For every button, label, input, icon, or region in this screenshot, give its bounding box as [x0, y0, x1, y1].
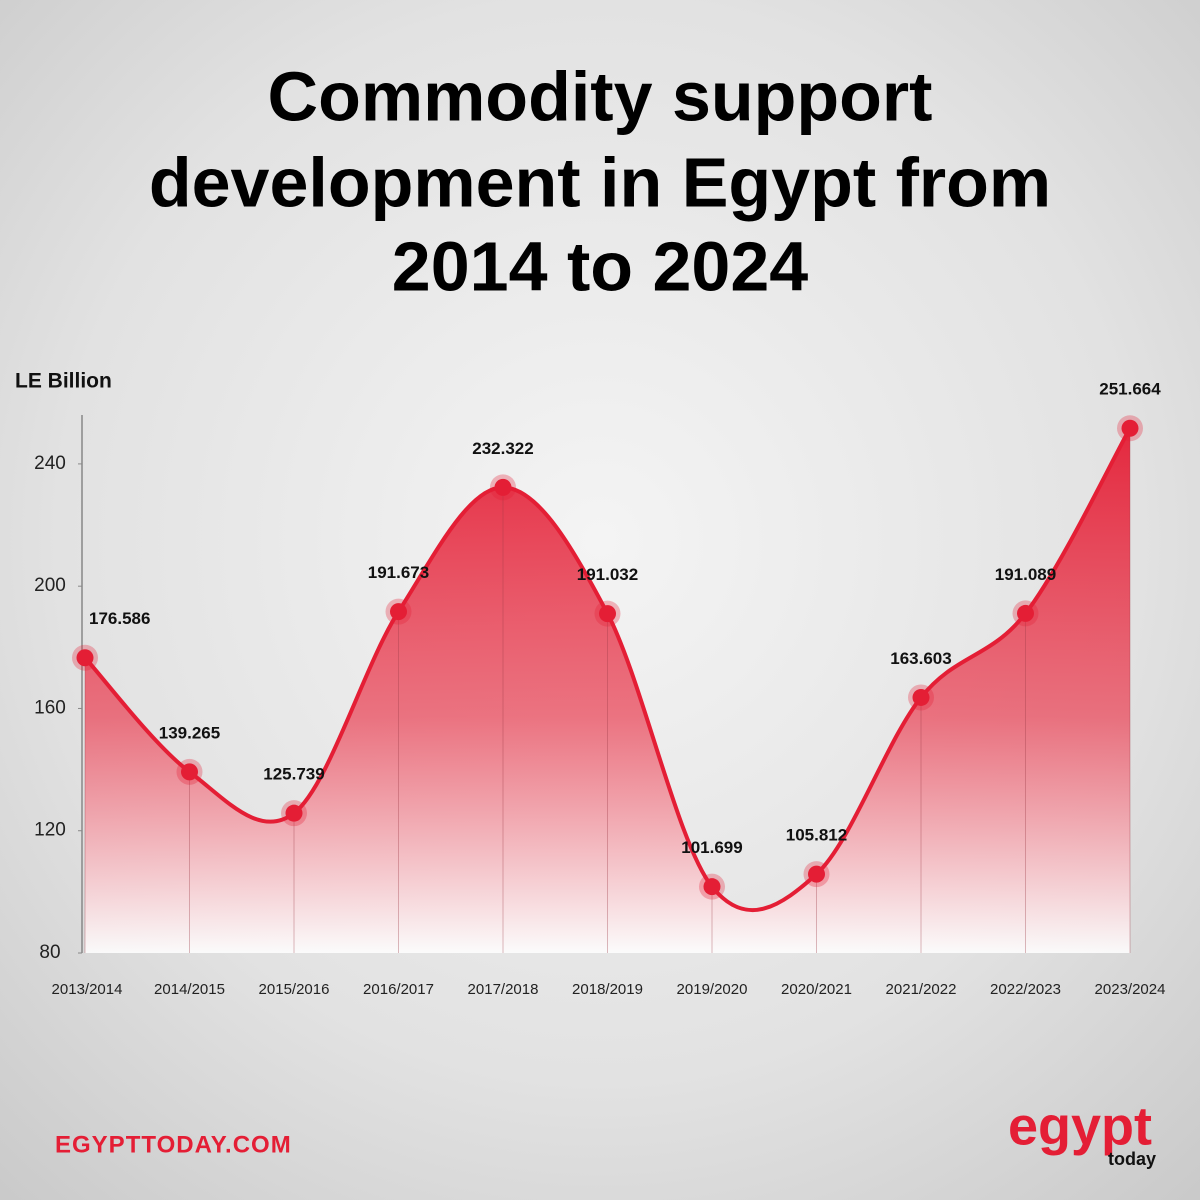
footer: EGYPTTODAY.COM: [55, 1131, 292, 1158]
value-label: 191.089: [995, 565, 1056, 584]
x-tick-label: 2018/2019: [572, 981, 643, 998]
chart-title: Commodity support: [268, 57, 933, 135]
point: [912, 688, 930, 706]
y-tick-label: 80: [39, 942, 60, 963]
value-label: 191.673: [368, 563, 429, 582]
point: [599, 605, 616, 623]
point: [76, 649, 94, 667]
x-tick-label: 2019/2020: [677, 981, 748, 998]
y-tick-label: 240: [34, 453, 66, 474]
value-label: 139.265: [159, 723, 220, 742]
point: [1017, 604, 1034, 622]
logo: egypt: [1008, 1096, 1152, 1156]
x-tick-label: 2022/2023: [990, 981, 1061, 998]
point: [390, 603, 407, 621]
point: [1121, 419, 1139, 437]
x-tick-label: 2017/2018: [468, 981, 539, 998]
y-axis-label: LE Billion: [15, 370, 112, 393]
point: [285, 804, 303, 822]
chart-title: 2014 to 2024: [392, 227, 808, 305]
x-tick-label: 2014/2015: [154, 981, 225, 998]
x-tick-label: 2021/2022: [886, 981, 957, 998]
x-tick-label: 2013/2014: [52, 981, 123, 998]
area: [85, 428, 1130, 953]
title-group: Commodity support development in Egypt f…: [149, 57, 1051, 305]
x-tick-label: 2020/2021: [781, 981, 852, 998]
line: [83, 427, 1132, 913]
y-tick-label: 160: [34, 697, 66, 718]
point: [703, 878, 721, 896]
point: [181, 763, 198, 781]
value-label: 232.322: [472, 439, 533, 458]
value-label: 125.739: [263, 765, 324, 784]
x-tick-label: 2023/2024: [1095, 981, 1166, 998]
value-label: 163.603: [890, 649, 951, 668]
chart-title: development in Egypt from: [149, 143, 1051, 221]
point: [808, 865, 825, 883]
value-label: 101.699: [681, 838, 742, 857]
logo-sub: today: [1108, 1149, 1156, 1169]
x-tick-label: 2016/2017: [363, 981, 434, 998]
x-tick-label: 2015/2016: [259, 981, 330, 998]
value-label: 105.812: [786, 826, 847, 845]
value-label: 191.032: [577, 565, 638, 584]
point: [494, 478, 512, 496]
y-tick-label: 200: [34, 575, 66, 596]
y-tick-label: 120: [34, 820, 66, 841]
value-label: 176.586: [89, 609, 150, 628]
value-label: 251.664: [1099, 380, 1161, 399]
